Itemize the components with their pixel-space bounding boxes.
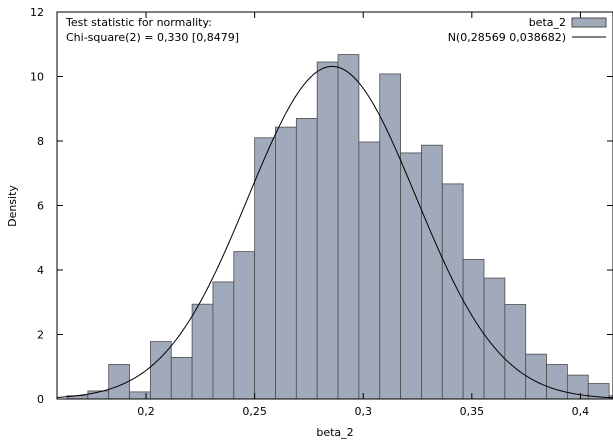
x-tick-label: 0,2 xyxy=(137,405,155,418)
normal-density-curve xyxy=(56,65,613,399)
axis-ticks: 0,2 0,25 0,3 0,35 0,4 0 2 4 6 8 10 12 xyxy=(30,6,613,418)
annotation-line-1: Test statistic for normality: xyxy=(65,16,212,29)
x-tick-label: 0,25 xyxy=(242,405,267,418)
x-tick-label: 0,3 xyxy=(354,405,372,418)
histogram-bar xyxy=(233,251,256,399)
histogram-bar xyxy=(316,61,339,399)
histogram-bar xyxy=(275,126,297,399)
x-axis-title: beta_2 xyxy=(316,426,353,439)
legend-label-normal-curve: N(0,28569 0,038682) xyxy=(448,31,566,44)
histogram-bar xyxy=(400,152,422,399)
histogram-bar xyxy=(504,304,527,399)
histogram-bar xyxy=(108,364,130,399)
y-tick-label: 10 xyxy=(30,71,44,84)
y-tick-label: 8 xyxy=(37,135,44,148)
x-tick-label: 0,4 xyxy=(572,405,590,418)
histogram-bar xyxy=(254,137,276,399)
histogram-bar xyxy=(212,281,235,399)
y-tick-label: 0 xyxy=(37,393,44,406)
histogram-bar xyxy=(441,183,464,399)
histogram-bar xyxy=(525,353,547,399)
y-axis-title: Density xyxy=(6,185,19,227)
y-tick-label: 6 xyxy=(37,200,44,213)
annotation-line-2: Chi-square(2) = 0,330 [0,8479] xyxy=(66,31,239,44)
histogram-bar xyxy=(129,391,151,399)
histogram-bars xyxy=(66,54,613,399)
x-tick-label: 0,35 xyxy=(460,405,485,418)
histogram-bar xyxy=(191,303,214,399)
histogram-bar xyxy=(170,356,193,399)
legend-label-histogram: beta_2 xyxy=(529,16,566,29)
y-tick-label: 4 xyxy=(37,264,44,277)
legend: beta_2 N(0,28569 0,038682) xyxy=(448,16,607,44)
legend-swatch-histogram xyxy=(571,17,607,28)
y-tick-label: 2 xyxy=(37,329,44,342)
histogram-bar xyxy=(358,141,381,399)
y-tick-label: 12 xyxy=(30,6,44,19)
normality-test-annotation: Test statistic for normality: Chi-square… xyxy=(65,16,239,44)
histogram-bar xyxy=(337,54,360,399)
histogram-bar xyxy=(295,118,318,399)
histogram-bar xyxy=(546,364,568,399)
histogram-bar xyxy=(421,144,443,399)
